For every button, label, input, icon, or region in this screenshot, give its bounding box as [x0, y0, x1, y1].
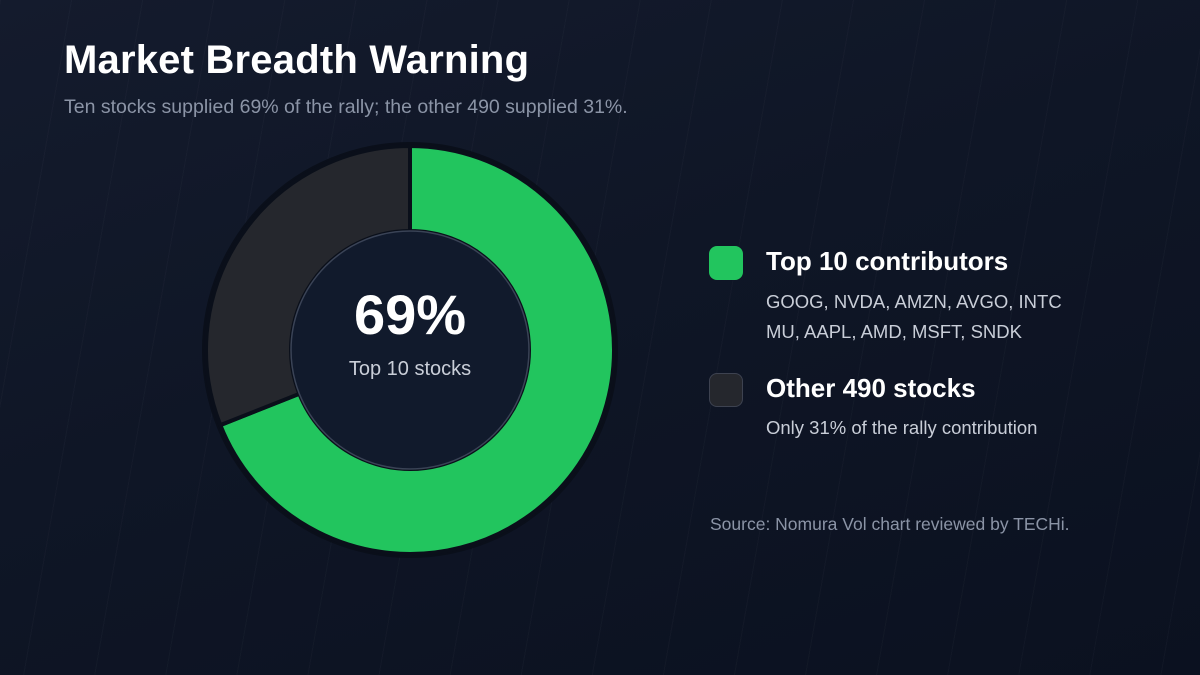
legend-desc-top10-line2: MU, AAPL, AMD, MSFT, SNDK: [766, 321, 1022, 342]
legend-desc-others: Only 31% of the rally contribution: [766, 417, 1038, 438]
legend-desc-top10-line1: GOOG, NVDA, AMZN, AVGO, INTC: [766, 291, 1062, 312]
donut-chart: [202, 142, 618, 558]
legend-swatch-others: [709, 373, 743, 407]
center-label: Top 10 stocks: [348, 358, 472, 380]
page-subtitle: Ten stocks supplied 69% of the rally; th…: [64, 96, 628, 118]
page-title: Market Breadth Warning: [64, 38, 530, 82]
source-note: Source: Nomura Vol chart reviewed by TEC…: [710, 514, 1070, 534]
center-value: 69%: [353, 283, 467, 346]
legend-swatch-top10: [709, 246, 743, 280]
legend-label-others: Other 490 stocks: [766, 373, 976, 403]
donut-hole: [290, 230, 530, 470]
legend-label-top10: Top 10 contributors: [766, 246, 1009, 276]
